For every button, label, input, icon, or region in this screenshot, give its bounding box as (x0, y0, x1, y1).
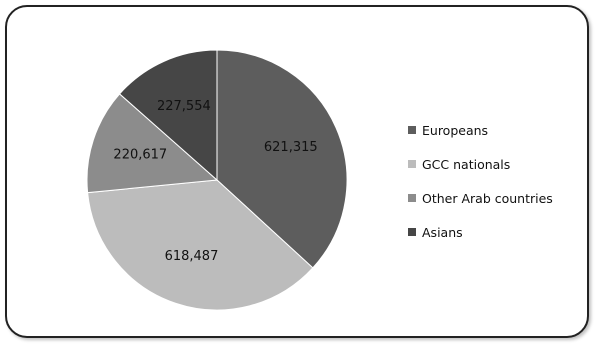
pie-slice-gcc-nationals (87, 179, 314, 311)
legend-swatch-europeans (408, 126, 416, 134)
chart-legend: Europeans GCC nationals Other Arab count… (408, 122, 594, 258)
pie-slice-asians (118, 49, 218, 182)
legend-swatch-gcc-nationals (408, 160, 416, 168)
legend-label-other-arab-countries: Other Arab countries (422, 190, 553, 206)
data-label-gcc-nationals: 618,487 (165, 249, 219, 264)
data-label-europeans: 621,315 (264, 140, 318, 155)
pie-slices (86, 49, 348, 311)
data-label-asians: 227,554 (157, 99, 211, 114)
legend-label-europeans: Europeans (422, 122, 489, 138)
legend-swatch-other-arab-countries (408, 194, 416, 202)
legend-item-asians: Asians (408, 224, 594, 240)
pie-slice-europeans (216, 49, 348, 269)
pie-data-labels: 621,315 618,487 220,617 227,554 (113, 99, 317, 264)
pie-slice-other-arab-countries (86, 93, 219, 194)
legend-item-other-arab-countries: Other Arab countries (408, 190, 594, 206)
legend-item-gcc-nationals: GCC nationals (408, 156, 594, 172)
data-label-other-arab-countries: 220,617 (113, 148, 167, 163)
legend-label-asians: Asians (422, 224, 463, 240)
legend-item-europeans: Europeans (408, 122, 594, 138)
legend-swatch-asians (408, 228, 416, 236)
legend-label-gcc-nationals: GCC nationals (422, 156, 511, 172)
